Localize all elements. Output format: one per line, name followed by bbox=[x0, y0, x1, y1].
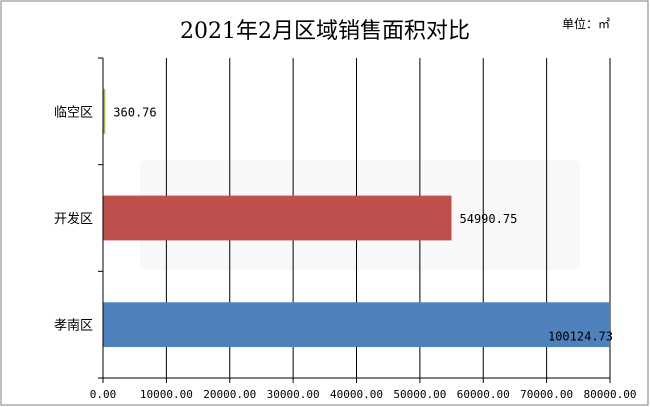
category-label: 开发区 bbox=[54, 211, 93, 227]
bar bbox=[103, 195, 452, 241]
unit-label: 单位：㎡ bbox=[562, 16, 610, 31]
x-tick-label: 50000.00 bbox=[393, 388, 446, 401]
bar bbox=[103, 88, 106, 134]
x-tick-label: 70000.00 bbox=[520, 388, 573, 401]
bar bbox=[103, 302, 610, 348]
value-labels: 360.76 54990.75 100124.73 bbox=[113, 105, 613, 343]
x-tick-label: 0.00 bbox=[90, 388, 117, 401]
axes bbox=[98, 57, 611, 383]
x-tick-label: 10000.00 bbox=[140, 388, 193, 401]
x-tick-label: 40000.00 bbox=[330, 388, 383, 401]
x-tick-label: 30000.00 bbox=[267, 388, 320, 401]
value-label: 360.76 bbox=[113, 105, 156, 119]
bars bbox=[103, 88, 610, 348]
x-tick-label: 80000.00 bbox=[584, 388, 637, 401]
x-tick-labels: 0.00 10000.00 20000.00 30000.00 40000.00 5000… bbox=[90, 388, 637, 401]
category-label: 临空区 bbox=[54, 105, 93, 120]
chart-title: 2021年2月区域销售面积对比 bbox=[180, 19, 470, 44]
category-label: 孝南区 bbox=[54, 318, 93, 334]
x-tick-label: 60000.00 bbox=[457, 388, 510, 401]
x-tick-label: 20000.00 bbox=[203, 388, 256, 401]
value-label: 54990.75 bbox=[460, 212, 518, 226]
value-label: 100124.73 bbox=[548, 330, 613, 344]
